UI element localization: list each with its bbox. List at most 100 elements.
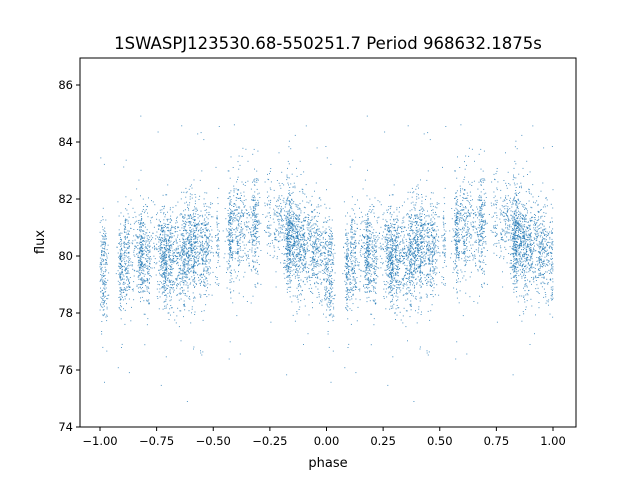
data-point xyxy=(250,188,252,190)
data-point xyxy=(299,160,301,162)
data-point xyxy=(367,279,369,281)
data-point xyxy=(145,204,147,206)
data-point xyxy=(513,291,515,293)
data-point xyxy=(162,283,164,285)
data-point xyxy=(510,260,512,261)
data-point xyxy=(417,312,419,314)
data-point xyxy=(494,195,496,197)
data-point xyxy=(322,245,324,247)
data-point xyxy=(400,319,402,321)
data-point xyxy=(293,201,295,203)
data-point xyxy=(369,230,371,232)
data-point xyxy=(228,244,230,245)
data-point xyxy=(315,244,317,246)
data-point xyxy=(183,220,185,222)
data-point xyxy=(141,251,143,253)
data-point xyxy=(470,206,472,208)
data-point xyxy=(454,263,456,265)
data-point xyxy=(456,216,458,218)
data-point xyxy=(496,201,498,203)
data-point xyxy=(164,230,166,232)
data-point xyxy=(208,274,210,276)
data-point xyxy=(184,230,186,231)
data-point xyxy=(457,201,458,203)
data-point xyxy=(159,246,161,248)
data-point xyxy=(304,277,306,278)
data-point xyxy=(321,254,323,256)
data-point xyxy=(538,235,540,237)
data-point xyxy=(483,199,485,201)
data-point xyxy=(248,221,250,223)
data-point xyxy=(407,293,409,295)
data-point xyxy=(366,115,368,117)
data-point xyxy=(256,247,258,249)
data-point xyxy=(104,263,106,265)
data-point xyxy=(166,249,168,251)
data-point xyxy=(176,216,178,218)
data-point xyxy=(216,221,218,223)
data-point xyxy=(159,221,161,223)
data-point xyxy=(319,263,321,265)
data-point xyxy=(229,213,231,215)
data-point xyxy=(237,221,239,223)
data-point xyxy=(230,292,231,294)
data-point xyxy=(455,245,457,246)
data-point xyxy=(182,253,184,255)
data-point xyxy=(291,220,293,222)
data-point xyxy=(529,233,531,235)
data-point xyxy=(354,285,356,287)
data-point xyxy=(513,233,515,234)
data-point xyxy=(479,244,480,246)
data-point xyxy=(173,249,175,251)
data-point xyxy=(180,234,182,236)
data-point xyxy=(502,212,504,213)
data-point xyxy=(526,208,528,210)
data-point xyxy=(136,285,138,287)
data-point xyxy=(432,256,434,257)
data-point xyxy=(545,234,547,235)
data-point xyxy=(386,209,388,211)
data-point xyxy=(429,139,431,141)
data-point xyxy=(423,248,424,250)
data-point xyxy=(396,286,398,288)
data-point xyxy=(439,255,441,257)
data-point xyxy=(162,308,164,310)
data-point xyxy=(258,223,260,225)
data-point xyxy=(523,232,525,234)
data-point xyxy=(421,238,423,240)
data-point xyxy=(285,204,286,206)
data-point xyxy=(537,204,539,206)
data-point xyxy=(104,252,106,254)
data-point xyxy=(257,282,259,284)
data-point xyxy=(169,268,171,270)
data-point xyxy=(478,213,480,215)
data-point xyxy=(511,232,513,234)
data-point xyxy=(121,248,123,250)
data-point xyxy=(399,311,401,313)
data-point xyxy=(478,153,480,155)
data-point xyxy=(517,203,519,205)
data-point xyxy=(186,218,188,220)
data-point xyxy=(344,273,346,275)
data-point xyxy=(191,248,192,250)
data-point xyxy=(368,210,370,212)
data-point xyxy=(419,216,421,218)
data-point xyxy=(458,302,460,304)
data-point xyxy=(424,277,426,279)
data-point xyxy=(550,286,552,288)
data-point xyxy=(308,276,310,278)
data-point xyxy=(404,245,406,247)
data-point xyxy=(208,214,209,216)
data-point xyxy=(296,275,298,277)
data-point xyxy=(269,212,270,214)
data-point xyxy=(545,246,547,248)
data-point xyxy=(104,254,105,256)
data-point xyxy=(104,291,106,293)
data-point xyxy=(281,218,283,220)
data-point xyxy=(137,287,139,289)
data-point xyxy=(496,170,498,172)
data-point xyxy=(420,258,422,260)
data-point xyxy=(170,244,172,246)
data-point xyxy=(426,296,428,298)
data-point xyxy=(414,265,415,267)
